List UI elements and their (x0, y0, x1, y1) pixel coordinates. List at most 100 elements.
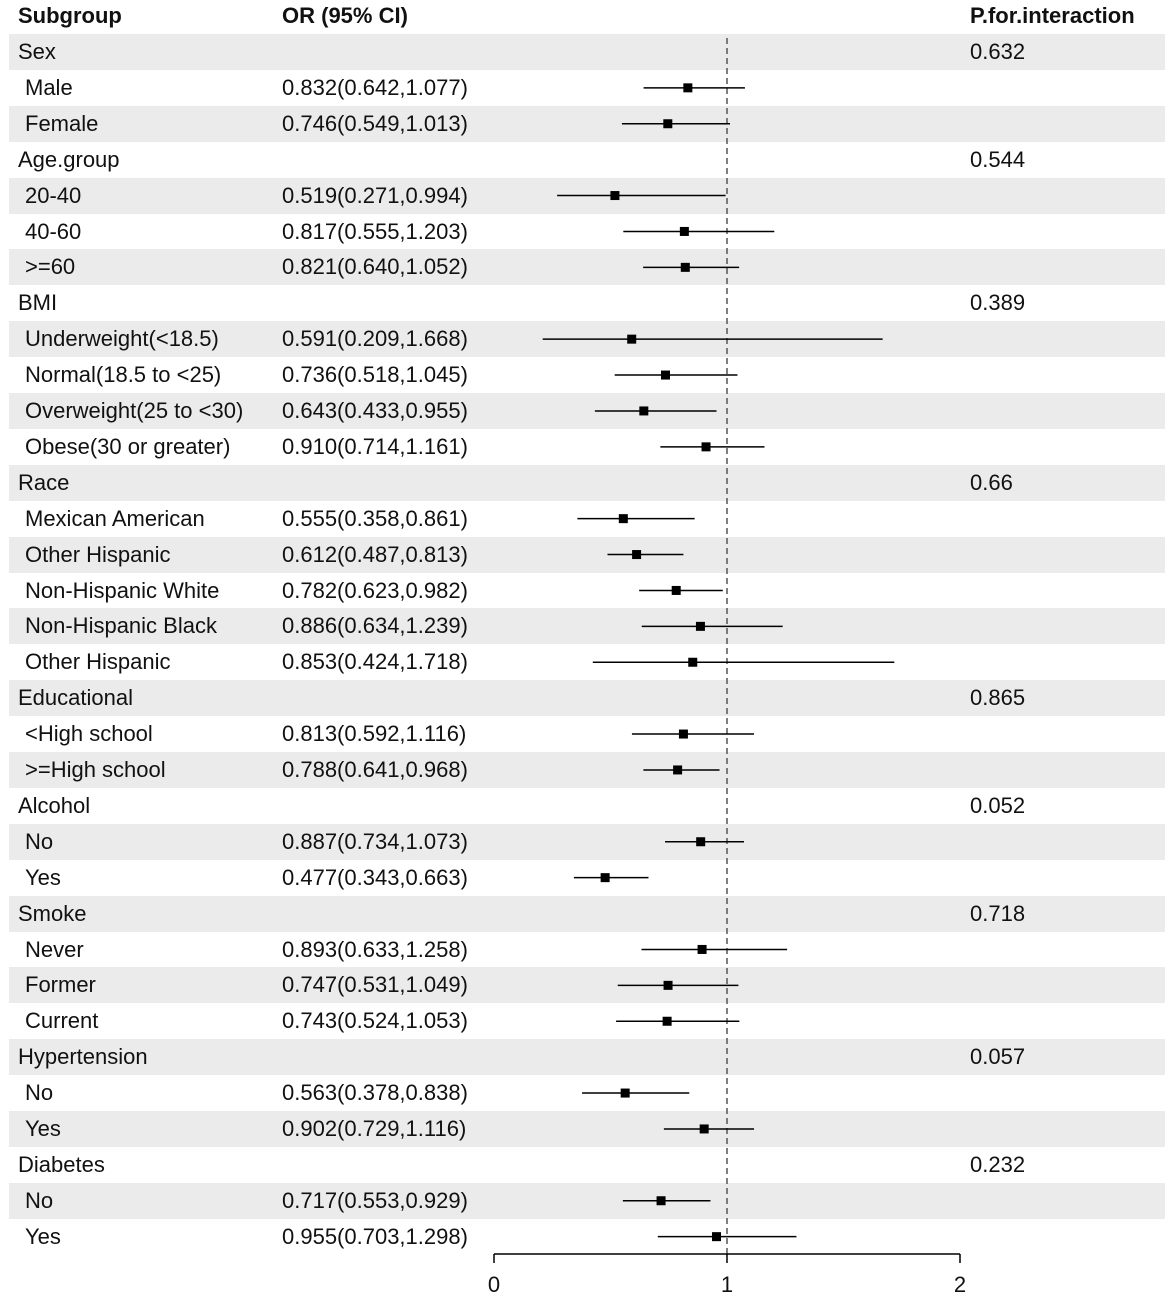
or-ci-value: 0.821(0.640,1.052) (282, 254, 468, 280)
subgroup-row: No 0.887(0.734,1.073) (9, 823, 1165, 860)
or-ci-value: 0.591(0.209,1.668) (282, 326, 468, 352)
subgroup-row: 40-60 0.817(0.555,1.203) (9, 214, 1165, 250)
p-interaction-value: 0.632 (970, 39, 1026, 64)
point-estimate (663, 119, 673, 129)
subgroup-row: Former 0.747(0.531,1.049) (9, 967, 1165, 1004)
subgroup-label: Non-Hispanic White (25, 577, 220, 603)
or-ci-value: 0.832(0.642,1.077) (282, 74, 468, 100)
subgroup-row: No 0.563(0.378,0.838) (9, 1075, 1165, 1111)
point-estimate (680, 262, 690, 272)
or-ci-value: 0.955(0.703,1.298) (282, 1223, 468, 1249)
point-estimate (618, 514, 628, 524)
x-tick-label: 1 (721, 1272, 733, 1297)
subgroup-row: >=60 0.821(0.640,1.052) (9, 249, 1165, 286)
or-ci-value: 0.788(0.641,0.968) (282, 757, 468, 782)
subgroup-row: Underweight(<18.5) 0.591(0.209,1.668) (9, 321, 1165, 358)
subgroup-label: Normal(18.5 to <25) (25, 362, 222, 388)
or-ci-value: 0.747(0.531,1.049) (282, 972, 468, 998)
subgroup-row: No 0.717(0.553,0.929) (9, 1182, 1165, 1219)
subgroup-row: 20-40 0.519(0.271,0.994) (9, 177, 1165, 214)
subgroup-label: Other Hispanic (25, 541, 171, 567)
group-label: BMI (18, 290, 58, 316)
point-estimate (683, 83, 693, 93)
subgroup-row: >=High school 0.788(0.641,0.968) (9, 752, 1165, 788)
subgroup-row: <High school 0.813(0.592,1.116) (9, 716, 1165, 752)
x-tick-label: 2 (954, 1272, 966, 1297)
group-label: Hypertension (18, 1044, 148, 1070)
subgroup-label: Former (25, 972, 96, 998)
point-estimate (679, 226, 689, 236)
group-label: Sex (18, 39, 56, 64)
or-ci-value: 0.746(0.549,1.013) (282, 110, 468, 136)
p-interaction-value: 0.232 (970, 1151, 1026, 1177)
point-estimate (639, 406, 649, 416)
or-ci-value: 0.743(0.524,1.053) (282, 1008, 468, 1034)
group-row: Hypertension 0.057 (9, 1039, 1165, 1076)
point-estimate (662, 1016, 672, 1026)
subgroup-row: Mexican American 0.555(0.358,0.861) (9, 501, 1165, 537)
group-row: Smoke 0.718 (9, 895, 1165, 932)
header-p-interaction: P.for.interaction (970, 3, 1135, 28)
group-label: Age.group (18, 146, 120, 172)
or-ci-value: 0.643(0.433,0.955) (282, 398, 468, 423)
point-estimate (632, 550, 642, 560)
or-ci-value: 0.717(0.553,0.929) (282, 1187, 468, 1213)
subgroup-label: >=60 (25, 254, 76, 280)
or-ci-value: 0.886(0.634,1.239) (282, 613, 468, 639)
group-row: Alcohol 0.052 (9, 788, 1165, 824)
p-interaction-value: 0.718 (970, 900, 1026, 926)
point-estimate (695, 621, 705, 631)
or-ci-value: 0.736(0.518,1.045) (282, 362, 468, 388)
subgroup-row: Non-Hispanic White 0.782(0.623,0.982) (9, 573, 1165, 609)
subgroup-label: Never (25, 936, 84, 962)
subgroup-label: <High school (25, 721, 153, 747)
or-ci-value: 0.853(0.424,1.718) (282, 649, 468, 675)
or-ci-value: 0.612(0.487,0.813) (282, 541, 468, 567)
subgroup-row: Current 0.743(0.524,1.053) (9, 1003, 1165, 1039)
group-label: Educational (18, 685, 133, 711)
x-tick-label: 0 (488, 1272, 500, 1297)
subgroup-row: Non-Hispanic Black 0.886(0.634,1.239) (9, 608, 1165, 645)
subgroup-row: Obese(30 or greater) 0.910(0.714,1.161) (9, 429, 1165, 465)
or-ci-value: 0.910(0.714,1.161) (282, 433, 468, 459)
subgroup-label: Yes (25, 1116, 61, 1141)
header-or-ci: OR (95% CI) (282, 3, 408, 28)
point-estimate (656, 1196, 666, 1206)
point-estimate (712, 1232, 722, 1242)
subgroup-label: Current (25, 1008, 99, 1034)
subgroup-label: Mexican American (25, 505, 205, 531)
subgroup-label: Male (25, 74, 73, 100)
point-estimate (663, 980, 673, 990)
subgroup-label: Yes (25, 864, 61, 890)
point-estimate (699, 1124, 709, 1134)
point-estimate (673, 765, 683, 775)
subgroup-row: Yes 0.902(0.729,1.116) (9, 1111, 1165, 1147)
subgroup-row: Normal(18.5 to <25) 0.736(0.518,1.045) (9, 357, 1165, 393)
subgroup-row: Other Hispanic 0.853(0.424,1.718) (9, 644, 1165, 680)
p-interaction-value: 0.544 (970, 146, 1026, 172)
group-row: BMI 0.389 (9, 285, 1165, 321)
group-row: Sex 0.632 (9, 34, 1165, 70)
subgroup-label: 40-60 (25, 218, 82, 244)
subgroup-label: Underweight(<18.5) (25, 326, 219, 352)
subgroup-label: Yes (25, 1223, 61, 1249)
point-estimate (600, 873, 610, 883)
or-ci-value: 0.555(0.358,0.861) (282, 505, 468, 531)
p-interaction-value: 0.865 (970, 685, 1026, 711)
group-row: Educational 0.865 (9, 680, 1165, 717)
p-interaction-value: 0.389 (970, 290, 1026, 316)
or-ci-value: 0.519(0.271,0.994) (282, 182, 468, 208)
point-estimate (620, 1088, 630, 1098)
or-ci-value: 0.563(0.378,0.838) (282, 1080, 468, 1106)
subgroup-label: Female (25, 110, 99, 136)
subgroup-row: Yes 0.477(0.343,0.663) (9, 860, 1165, 896)
group-row: Race 0.66 (9, 464, 1165, 501)
subgroup-label: >=High school (25, 757, 166, 782)
or-ci-value: 0.782(0.623,0.982) (282, 577, 468, 603)
subgroup-label: No (25, 1080, 54, 1106)
group-label: Diabetes (18, 1151, 105, 1177)
group-row: Age.group 0.544 (9, 142, 1165, 178)
p-interaction-value: 0.052 (970, 792, 1026, 818)
